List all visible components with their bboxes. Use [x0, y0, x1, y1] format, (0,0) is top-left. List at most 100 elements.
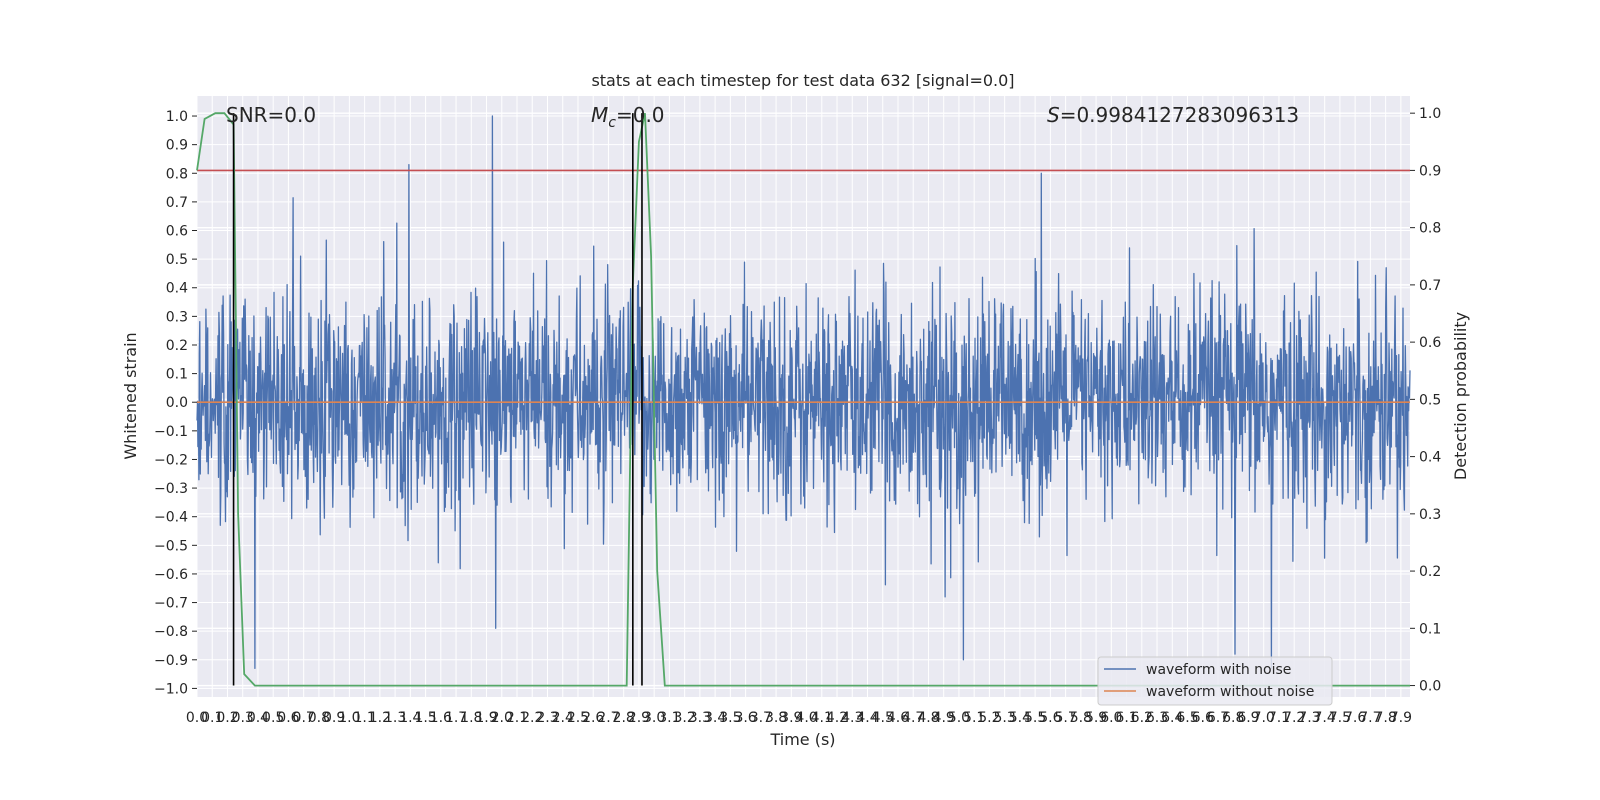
y-tick-label: 0.4	[166, 281, 188, 297]
x-tick-label: 7.7	[1359, 710, 1381, 726]
y-tick-label: −0.6	[154, 567, 188, 583]
x-tick-label: 7.1	[1268, 710, 1290, 726]
chart-title: stats at each timestep for test data 632…	[591, 71, 1014, 90]
x-tick-label: 3.8	[765, 710, 787, 726]
y2-tick-label: 0.8	[1419, 221, 1441, 237]
x-tick-label: 4.5	[872, 710, 894, 726]
x-tick-label: 1.4	[399, 710, 421, 726]
s-annotation: S=0.9984127283096313	[1047, 103, 1299, 127]
x-tick-label: 4.1	[811, 710, 833, 726]
x-tick-label: 6.7	[1207, 710, 1229, 726]
x-tick-label: 0.7	[293, 710, 315, 726]
x-tick-label: 1.1	[353, 710, 375, 726]
y-tick-label: −0.7	[154, 596, 188, 612]
x-tick-label: 2.7	[597, 710, 619, 726]
x-tick-label: 7.4	[1314, 710, 1336, 726]
x-tick-label: 3.4	[704, 710, 726, 726]
x-tick-label: 6.2	[1131, 710, 1153, 726]
x-tick-label: 2.0	[491, 710, 513, 726]
y-tick-label: 0.7	[166, 195, 188, 211]
x-tick-label: 1.2	[369, 710, 391, 726]
x-tick-label: 6.0	[1100, 710, 1122, 726]
legend-label-noise: waveform with noise	[1146, 662, 1291, 678]
x-tick-label: 2.1	[506, 710, 528, 726]
x-tick-label: 4.0	[795, 710, 817, 726]
y2-tick-label: 0.7	[1419, 278, 1441, 294]
y-tick-label: −0.1	[154, 424, 188, 440]
x-tick-label: 5.4	[1009, 710, 1031, 726]
y-tick-label: 0.3	[166, 309, 188, 325]
x-tick-label: 7.5	[1329, 710, 1351, 726]
snr-annotation: SNR=0.0	[226, 103, 316, 127]
x-tick-label: 1.0	[338, 710, 360, 726]
x-tick-label: 5.7	[1054, 710, 1076, 726]
x-tick-label: 4.6	[887, 710, 909, 726]
x-tick-label: 6.8	[1222, 710, 1244, 726]
x-tick-label: 4.8	[917, 710, 939, 726]
y-tick-label: 0.6	[166, 224, 188, 240]
x-tick-label: 3.2	[674, 710, 696, 726]
legend-label-clean: waveform without noise	[1146, 684, 1314, 700]
x-tick-label: 4.4	[856, 710, 878, 726]
x-tick-label: 3.6	[734, 710, 756, 726]
x-tick-label: 6.1	[1115, 710, 1137, 726]
y-tick-label: 0.0	[166, 395, 188, 411]
y-tick-label: −1.0	[154, 681, 188, 697]
mc-annotation: Mc=0.0	[591, 103, 665, 131]
x-tick-label: 0.9	[323, 710, 345, 726]
x-tick-label: 6.3	[1146, 710, 1168, 726]
y-tick-label: −0.2	[154, 452, 188, 468]
x-tick-label: 3.9	[780, 710, 802, 726]
vertical-markers	[232, 113, 643, 686]
x-tick-label: 7.8	[1374, 710, 1396, 726]
y2-tick-label: 0.4	[1419, 450, 1441, 466]
x-tick-label: 5.2	[978, 710, 1000, 726]
x-tick-label: 0.5	[262, 710, 284, 726]
x-tick-label: 6.5	[1176, 710, 1198, 726]
y2-tick-label: 0.5	[1419, 392, 1441, 408]
x-tick-label: 0.3	[232, 710, 254, 726]
y-tick-label: −0.9	[154, 653, 188, 669]
x-tick-label: 4.7	[902, 710, 924, 726]
x-tick-label: 7.3	[1298, 710, 1320, 726]
x-tick-label: 2.8	[613, 710, 635, 726]
x-tick-label: 5.9	[1085, 710, 1107, 726]
waveform-with-noise-line	[196, 115, 1411, 670]
y2-tick-label: 0.9	[1419, 163, 1441, 179]
x-tick-label: 3.3	[689, 710, 711, 726]
y2-tick-label: 0.0	[1419, 679, 1441, 695]
x-tick-label: 6.6	[1192, 710, 1214, 726]
y-tick-label: 0.1	[166, 367, 188, 383]
x-tick-label: 2.4	[552, 710, 574, 726]
detection-probability-line	[196, 112, 1410, 687]
x-tick-label: 2.9	[628, 710, 650, 726]
x-tick-label: 0.0	[186, 710, 208, 726]
y2-tick-label: 0.1	[1419, 621, 1441, 637]
y-tick-label: −0.5	[154, 538, 188, 554]
y-tick-labels: 1.0 0.9 0.8 0.7 0.6 0.5 0.4 0.3 0.2 0.1 0.0 −0.1 −0.…	[154, 109, 197, 697]
x-tick-label: 7.0	[1253, 710, 1275, 726]
x-tick-label: 4.3	[841, 710, 863, 726]
x-tick-label: 5.1	[963, 710, 985, 726]
y-tick-label: 0.2	[166, 338, 188, 354]
x-tick-label: 3.7	[750, 710, 772, 726]
y2-tick-labels: 1.0 0.9 0.8 0.7 0.6 0.5 0.4 0.3 0.2 0.1 0.0	[1410, 106, 1441, 695]
x-tick-label: 5.6	[1039, 710, 1061, 726]
x-tick-label: 5.5	[1024, 710, 1046, 726]
x-tick-label: 6.4	[1161, 710, 1183, 726]
legend: waveform with noise waveform without noi…	[1097, 656, 1333, 706]
y-tick-label: −0.3	[154, 481, 188, 497]
x-tick-label: 0.4	[247, 710, 269, 726]
x-tick-label: 1.6	[430, 710, 452, 726]
x-tick-label: 1.5	[414, 710, 436, 726]
y2-axis-label: Detection probability	[1451, 312, 1470, 480]
x-tick-labels: 0.00.10.20.30.40.50.60.70.80.91.01.11.21…	[186, 710, 1412, 726]
x-tick-label: 2.5	[567, 710, 589, 726]
series-detection-probability	[196, 112, 1410, 687]
y-tick-label: 0.5	[166, 252, 188, 268]
x-axis-label: Time (s)	[769, 730, 835, 749]
x-tick-label: 2.2	[521, 710, 543, 726]
x-tick-label: 1.3	[384, 710, 406, 726]
x-tick-label: 1.7	[445, 710, 467, 726]
series-waveform-with-noise	[196, 115, 1411, 670]
